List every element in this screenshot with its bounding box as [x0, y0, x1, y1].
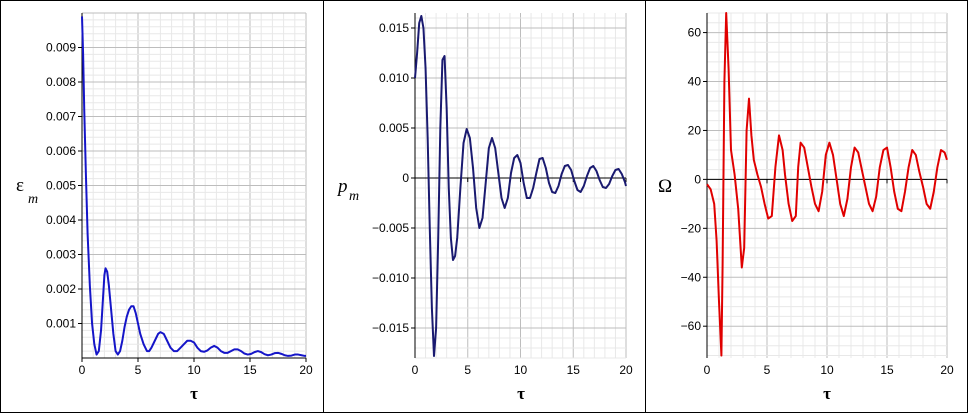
chart-panel-momentum: 0 5 10 15 20 0.015 0.010 0.005 0 −0.005 −0.010 −0.…	[336, 13, 633, 403]
y-axis-label: p	[336, 176, 348, 197]
y-tick-label: −0.010	[372, 271, 409, 285]
y-tick-label: 0.004	[46, 213, 76, 227]
x-tick-label: 20	[940, 363, 954, 377]
x-tick-labels: 0 5 10 15 20	[704, 363, 954, 377]
y-tick-label: 0	[694, 172, 701, 186]
x-tick-label: 15	[567, 363, 581, 377]
y-tick-labels: 60 40 20 0 −20 −40 −60	[681, 26, 702, 334]
y-tick-label: 0.006	[46, 144, 76, 158]
x-tick-label: 0	[79, 363, 86, 377]
chart-panel-omega: 0 5 10 15 20 60 40 20 0 −20 −40 −60 τ Ω	[658, 12, 954, 403]
x-tick-label: 5	[764, 363, 771, 377]
y-tick-label: −60	[681, 319, 702, 333]
y-tick-label: 0.015	[379, 21, 409, 35]
y-tick-label: 20	[688, 123, 702, 137]
x-tick-labels: 0 5 10 15 20	[412, 363, 633, 377]
y-tick-label: 0.010	[379, 71, 409, 85]
x-tick-label: 5	[135, 363, 142, 377]
x-tick-label: 10	[820, 363, 834, 377]
series-line	[706, 12, 948, 357]
y-tick-label: 40	[688, 75, 702, 89]
series-line	[414, 15, 627, 357]
grid	[414, 13, 627, 359]
x-tick-label: 10	[187, 363, 201, 377]
y-axis-label-subscript: m	[349, 189, 359, 204]
x-tick-label: 10	[514, 363, 528, 377]
x-tick-label: 15	[243, 363, 257, 377]
y-tick-label: 0.008	[46, 75, 76, 89]
x-axis-label: τ	[517, 384, 525, 403]
y-axis-label: Ω	[658, 176, 672, 197]
x-tick-label: 15	[880, 363, 894, 377]
axes	[78, 13, 307, 362]
y-axis-label: ε	[16, 175, 24, 196]
x-axis-label: τ	[823, 384, 831, 403]
y-tick-label: 0.009	[46, 41, 76, 55]
y-tick-label: 0.005	[379, 121, 409, 135]
y-tick-label: 60	[688, 26, 702, 40]
chart-panel-strain: 0 5 10 15 20 0.0010.0020.0030.0040.0050.0060…	[16, 12, 313, 403]
x-tick-label: 20	[299, 363, 313, 377]
y-tick-label: 0.005	[46, 179, 76, 193]
x-tick-label: 20	[619, 363, 633, 377]
y-tick-labels: 0.015 0.010 0.005 0 −0.005 −0.010 −0.015	[372, 21, 409, 335]
series-line	[81, 16, 306, 357]
x-tick-label: 0	[412, 363, 419, 377]
y-axis-label-subscript: m	[28, 192, 38, 207]
y-tick-label: −40	[681, 270, 702, 284]
y-tick-labels: 0.001 0.002 0.003 0.004 0.005 0.006 0.007 0.008…	[46, 41, 76, 331]
y-tick-label: 0.007	[46, 110, 76, 124]
x-tick-labels: 0 5 10 15 20	[79, 363, 313, 377]
y-tick-label: −0.005	[372, 221, 409, 235]
y-tick-label: −0.015	[372, 321, 409, 335]
y-tick-label: −20	[681, 221, 702, 235]
y-tick-label: 0.003	[46, 248, 76, 262]
x-axis-label: τ	[190, 384, 198, 403]
grid	[706, 12, 948, 358]
x-tick-label: 0	[704, 363, 711, 377]
x-tick-label: 5	[464, 363, 471, 377]
y-tick-label: 0.001	[46, 317, 76, 331]
grid	[81, 12, 307, 359]
y-tick-label: 0	[402, 171, 409, 185]
y-tick-label: 0.002	[46, 282, 76, 296]
